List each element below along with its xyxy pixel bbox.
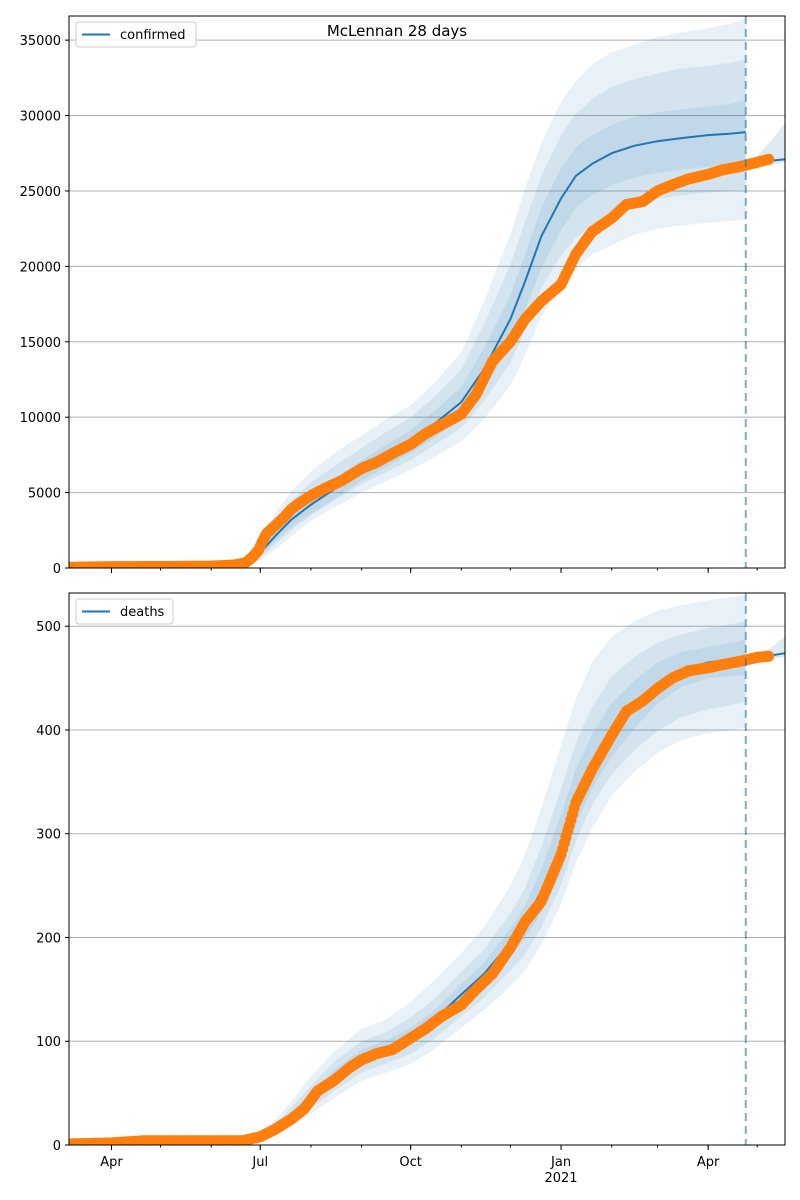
y-tick-label: 500 [36, 620, 61, 635]
x-tick-label: Apr [697, 1155, 720, 1170]
x-tick-label: Jan [550, 1155, 571, 1170]
y-tick-label: 25000 [20, 185, 61, 200]
x-tick-label: Jul [251, 1155, 268, 1170]
y-tick-label: 10000 [20, 411, 61, 426]
y-tick-label: 100 [36, 1035, 61, 1050]
y-tick-label: 30000 [20, 110, 61, 125]
legend-label: deaths [120, 605, 165, 620]
observed-point [763, 650, 775, 662]
y-tick-label: 0 [53, 1139, 61, 1154]
legend-label: confirmed [120, 28, 186, 43]
y-tick-label: 35000 [20, 34, 61, 49]
uncertainty-band [69, 621, 746, 1144]
confirmed-panel: 0 5000 10000 15000 20000 25000 30000 35000 confi… [20, 15, 786, 577]
deaths-panel: 0 100 200 300 400 500 Apr Jul Oct Jan Apr 2021 death… [36, 592, 786, 1186]
x-tick-year-label: 2021 [544, 1171, 577, 1186]
legend-box [75, 21, 197, 48]
x-tick-label: Apr [100, 1155, 123, 1170]
uncertainty-band [69, 639, 746, 1144]
observed-point [763, 153, 775, 165]
axes-frame [68, 15, 786, 569]
uncertainty-band [69, 19, 746, 568]
y-tick-label: 5000 [28, 487, 61, 502]
uncertainty-band [69, 595, 746, 1145]
y-tick-label: 400 [36, 724, 61, 739]
x-tick-label: Oct [399, 1155, 421, 1170]
y-tick-label: 200 [36, 931, 61, 946]
axes-frame [68, 592, 786, 1146]
y-tick-label: 300 [36, 828, 61, 843]
y-tick-label: 20000 [20, 260, 61, 275]
uncertainty-band [69, 59, 746, 568]
plot-area [69, 593, 785, 1145]
legend-box [75, 598, 174, 625]
uncertainty-band [69, 100, 746, 568]
projection-band [745, 123, 785, 169]
plot-area [69, 16, 785, 568]
y-tick-label: 15000 [20, 336, 61, 351]
chart-title: McLennan 28 days [327, 22, 467, 40]
y-tick-label: 0 [53, 562, 61, 577]
